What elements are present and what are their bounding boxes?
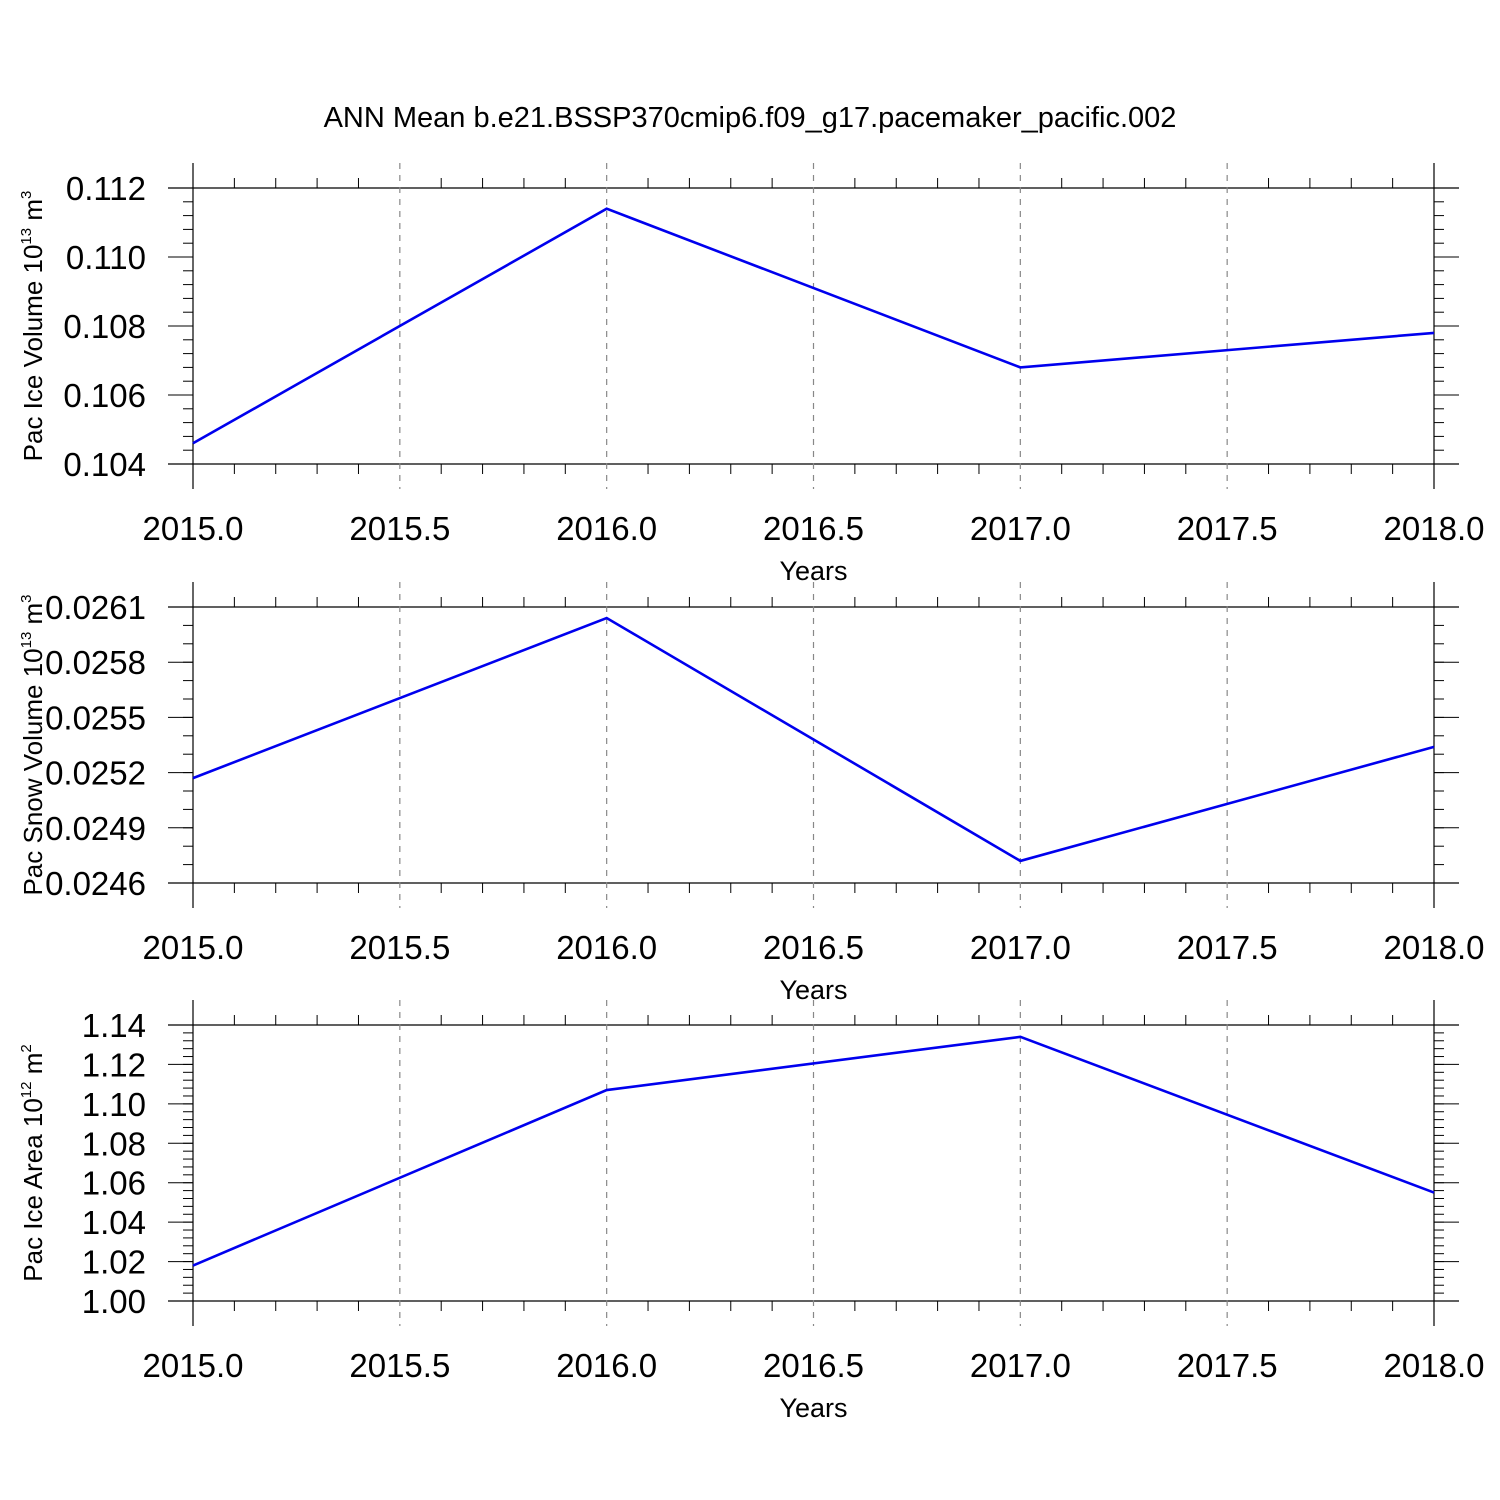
y-tick-label: 1.02 [82, 1244, 146, 1281]
x-tick-label: 2018.0 [1384, 1347, 1485, 1384]
x-tick-label: 2018.0 [1384, 510, 1485, 547]
x-tick-label: 2018.0 [1384, 929, 1485, 966]
y-tick-label: 1.04 [82, 1204, 146, 1241]
x-axis-title: Years [779, 556, 847, 586]
series-line [192, 616, 1435, 863]
y-tick-label: 0.0246 [45, 865, 146, 902]
x-tick-label: 2015.5 [349, 510, 450, 547]
y-tick-label: 0.0255 [45, 699, 146, 736]
y-tick-label: 1.08 [82, 1125, 146, 1162]
x-tick-label: 2015.0 [143, 929, 244, 966]
y-tick-label: 0.110 [66, 239, 146, 276]
y-tick-label: 1.06 [82, 1165, 146, 1202]
x-tick-label: 2017.5 [1177, 510, 1278, 547]
x-tick-label: 2015.5 [349, 929, 450, 966]
chart-panel-3: 2015.0 2015.5 2016.0 2016.5 2017.0 2017.5 2018… [18, 1000, 1484, 1423]
x-tick-label: 2016.0 [556, 1347, 657, 1384]
chart-panel-1: 2015.0 2015.5 2016.0 2016.5 2017.0 2017.5 2018… [18, 163, 1484, 586]
y-tick-label: 0.108 [63, 308, 146, 345]
y-tick-label: 1.14 [82, 1007, 146, 1044]
y-axis-title: Pac Snow Volume 1013 m3 [18, 594, 48, 895]
y-tick-label: 1.12 [82, 1046, 146, 1083]
y-tick-label: 0.0249 [45, 810, 146, 847]
y-tick-label: 0.106 [63, 377, 146, 414]
x-tick-label: 2017.0 [970, 929, 1071, 966]
y-tick-label: 1.10 [82, 1086, 146, 1123]
y-tick-label: 0.0258 [45, 644, 146, 681]
x-tick-label: 2015.0 [143, 510, 244, 547]
y-axis-title: Pac Ice Area 1012 m2 [18, 1044, 48, 1281]
y-tick-label: 1.00 [82, 1283, 146, 1320]
x-tick-label: 2015.5 [349, 1347, 450, 1384]
panels: 2015.0 2015.5 2016.0 2016.5 2017.0 2017.5 2018… [18, 163, 1484, 1423]
x-tick-label: 2017.0 [970, 510, 1071, 547]
chart-panel-2: 2015.0 2015.5 2016.0 2016.5 2017.0 2017.5 2018… [18, 582, 1484, 1005]
x-tick-label: 2017.5 [1177, 1347, 1278, 1384]
series-line [192, 1035, 1435, 1267]
x-tick-label: 2016.0 [556, 929, 657, 966]
series-line [192, 207, 1435, 445]
y-tick-label: 0.104 [63, 446, 146, 483]
y-tick-label: 0.0261 [45, 589, 146, 626]
x-tick-label: 2016.5 [763, 929, 864, 966]
x-tick-label: 2016.0 [556, 510, 657, 547]
x-tick-label: 2017.0 [970, 1347, 1071, 1384]
chart-title: ANN Mean b.e21.BSSP370cmip6.f09_g17.pace… [324, 102, 1177, 134]
x-tick-label: 2017.5 [1177, 929, 1278, 966]
x-tick-label: 2016.5 [763, 1347, 864, 1384]
y-tick-label: 0.0252 [45, 755, 146, 792]
y-axis-title: Pac Ice Volume 1013 m3 [18, 191, 48, 462]
x-axis-title: Years [779, 1393, 847, 1423]
x-tick-label: 2016.5 [763, 510, 864, 547]
x-tick-label: 2015.0 [143, 1347, 244, 1384]
y-tick-label: 0.112 [66, 170, 146, 207]
